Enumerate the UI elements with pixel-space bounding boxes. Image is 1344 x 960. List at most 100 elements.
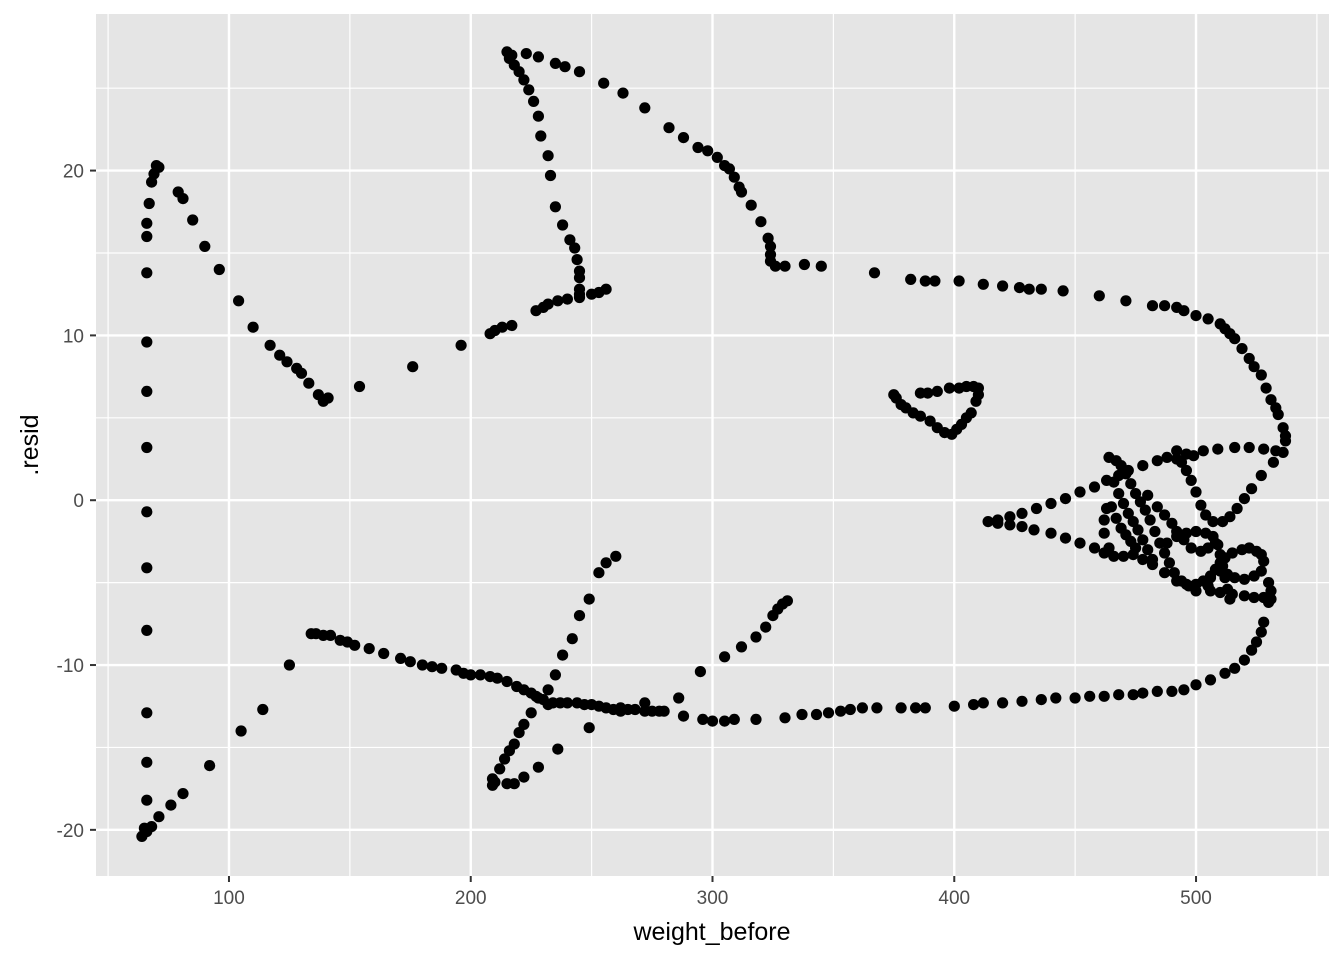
data-point	[138, 822, 150, 834]
data-point	[1171, 453, 1183, 465]
data-point	[395, 652, 407, 665]
data-point	[549, 669, 562, 681]
data-point	[1113, 689, 1125, 701]
data-point	[798, 258, 811, 271]
data-point	[1178, 305, 1190, 317]
data-point	[1279, 435, 1292, 447]
x-tick-label: 100	[213, 888, 245, 909]
data-point	[281, 356, 293, 368]
data-point	[1212, 443, 1224, 455]
data-point	[1168, 567, 1180, 579]
data-point	[1258, 443, 1270, 455]
data-point	[1115, 460, 1127, 472]
x-tick-label: 400	[938, 888, 970, 909]
data-point	[779, 712, 791, 724]
data-point	[750, 713, 762, 726]
data-point	[141, 230, 153, 243]
y-tick-label: 0	[73, 491, 84, 512]
data-point	[702, 145, 714, 157]
data-point	[735, 186, 748, 198]
data-point	[1004, 519, 1016, 531]
data-point	[1023, 283, 1035, 295]
data-point	[1190, 525, 1202, 538]
data-point	[378, 647, 390, 660]
data-point	[1084, 690, 1096, 702]
data-point	[1188, 450, 1200, 462]
data-point	[1219, 572, 1231, 584]
data-point	[1050, 692, 1062, 704]
data-point	[1035, 283, 1047, 295]
data-point	[1260, 382, 1272, 394]
data-point	[1137, 534, 1149, 546]
data-point	[822, 707, 835, 719]
data-point	[508, 738, 520, 750]
data-point	[781, 595, 794, 607]
data-point	[1120, 295, 1132, 307]
data-point	[1098, 527, 1110, 539]
data-point	[639, 705, 651, 717]
data-point	[573, 288, 586, 300]
data-point	[564, 234, 576, 246]
data-point	[506, 49, 518, 61]
data-point	[1088, 481, 1101, 493]
data-point	[677, 132, 690, 144]
data-point	[1190, 486, 1202, 498]
data-point	[436, 662, 448, 674]
data-point	[1166, 517, 1178, 529]
data-point	[573, 66, 586, 78]
data-point	[977, 697, 989, 709]
data-point	[769, 260, 782, 272]
data-point	[165, 799, 177, 811]
data-point	[1185, 474, 1197, 486]
data-point	[673, 692, 685, 704]
data-point	[583, 593, 595, 605]
data-point	[542, 298, 554, 310]
data-point	[233, 295, 245, 307]
data-point	[187, 214, 199, 226]
data-point	[1151, 455, 1163, 467]
data-point	[796, 708, 808, 721]
data-point	[1130, 542, 1142, 554]
data-point	[1178, 684, 1190, 696]
data-point	[953, 382, 965, 394]
data-point	[141, 562, 153, 574]
data-point	[1265, 394, 1277, 406]
data-point	[1149, 525, 1161, 538]
data-point	[764, 240, 777, 252]
data-point	[508, 778, 520, 790]
data-point	[728, 713, 740, 726]
data-point	[569, 242, 581, 254]
data-point	[1185, 542, 1197, 554]
data-point	[518, 74, 530, 86]
data-point	[141, 756, 153, 768]
data-point	[486, 773, 499, 785]
data-point	[559, 61, 571, 73]
data-point	[1171, 445, 1183, 457]
data-point	[1258, 555, 1270, 567]
data-point	[1270, 445, 1282, 457]
data-point	[1209, 537, 1221, 549]
data-point	[1226, 547, 1238, 559]
data-point	[755, 216, 767, 228]
data-point	[1159, 567, 1171, 579]
data-point	[1190, 679, 1202, 691]
data-point	[760, 621, 772, 633]
data-point	[1059, 532, 1072, 544]
data-point	[1004, 511, 1016, 523]
y-tick-label: -20	[57, 821, 84, 842]
data-point	[549, 201, 562, 213]
data-point	[141, 217, 153, 229]
data-point	[1035, 694, 1047, 706]
data-point	[948, 700, 960, 712]
data-point	[1248, 591, 1260, 604]
x-tick-label: 500	[1180, 888, 1212, 909]
data-point	[1127, 516, 1139, 528]
data-point	[1207, 516, 1219, 528]
data-point	[1161, 537, 1173, 549]
data-point	[141, 624, 153, 637]
data-point	[1142, 544, 1154, 556]
data-point	[1243, 352, 1255, 365]
data-point	[1236, 343, 1248, 355]
data-point	[1229, 662, 1241, 674]
data-point	[1263, 596, 1275, 609]
